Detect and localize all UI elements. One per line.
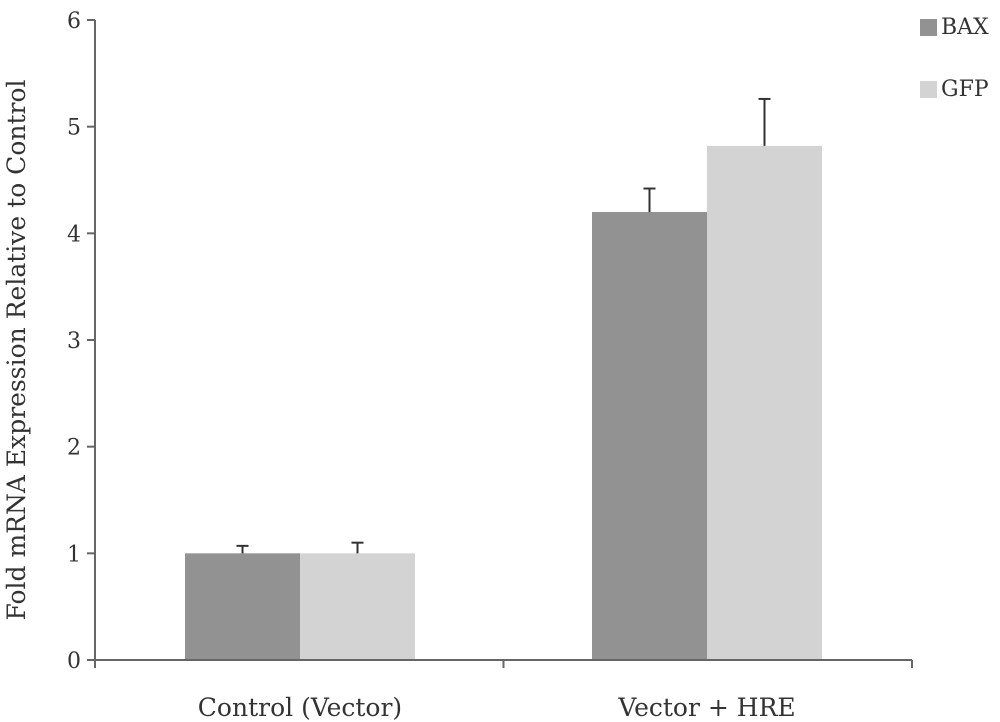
y-ticks-layer: 0 1 2 3 4 5 6: [67, 9, 95, 674]
error-bar-bax-2: [643, 187, 656, 212]
legend-label-bax: BAX: [941, 15, 989, 40]
error-bar-bax-1: [236, 544, 249, 554]
legend: BAX GFP: [920, 15, 989, 102]
legend-label-gfp: GFP: [941, 77, 989, 102]
y-tick-label: 5: [67, 116, 81, 141]
bar-bax-1: [185, 553, 300, 660]
bar-bax-2: [592, 212, 707, 660]
x-category-label: Control (Vector): [198, 693, 402, 722]
y-tick-label: 4: [67, 222, 81, 247]
legend-swatch-gfp: [920, 81, 937, 98]
y-tick-label: 1: [67, 542, 81, 567]
bar-gfp-2: [707, 145, 822, 660]
y-tick-label: 6: [67, 9, 81, 34]
x-ticks-layer: Control (Vector) Vector + HRE: [94, 660, 913, 722]
y-tick-label: 2: [67, 436, 81, 461]
y-tick-label: 0: [67, 649, 81, 674]
bar-gfp-1: [300, 553, 415, 660]
error-bar-gfp-2: [758, 97, 771, 146]
legend-swatch-bax: [920, 19, 937, 36]
bars-layer: [185, 145, 822, 660]
error-bar-gfp-1: [351, 541, 364, 554]
error-bars-layer: [236, 97, 771, 554]
x-category-label: Vector + HRE: [617, 693, 795, 722]
y-axis-title: Fold mRNA Expression Relative to Control: [2, 79, 31, 620]
y-tick-label: 3: [67, 329, 81, 354]
